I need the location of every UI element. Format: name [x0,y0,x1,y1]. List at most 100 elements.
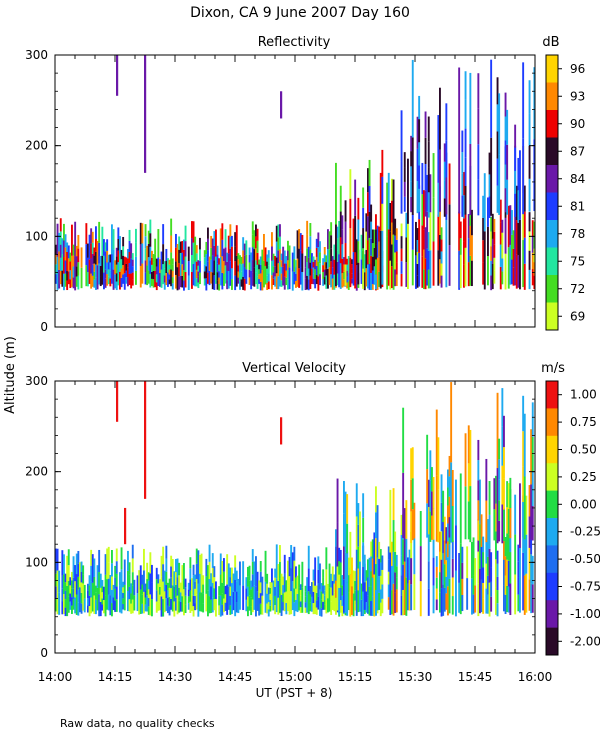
data-cell [440,474,443,503]
data-cell [469,486,472,543]
data-cell [445,543,448,561]
data-cell [504,188,507,213]
data-cell [394,551,397,573]
data-cell [448,455,451,477]
data-cell [495,475,497,504]
data-cell [498,479,501,501]
data-cell [77,262,80,276]
data-cell [530,583,533,614]
data-cell [498,520,501,542]
data-cell [482,240,485,263]
data-cell [183,239,185,250]
data-cell [168,269,171,275]
data-cell [152,262,155,271]
data-cell [304,591,307,597]
data-cell [493,509,496,541]
data-cell [346,270,349,277]
data-cell [251,234,254,248]
data-cell [490,246,493,261]
data-cell [63,240,65,258]
data-cell [373,266,376,285]
data-cell [235,570,238,582]
data-cell [403,196,406,212]
data-cell [136,593,139,612]
data-cell [387,597,390,610]
data-cell [344,200,347,222]
data-cell [439,234,441,260]
data-cell [184,256,187,273]
data-cell [139,222,142,245]
data-cell [387,584,390,598]
data-cell [419,546,422,582]
data-cell [242,237,245,251]
data-cell [104,278,107,288]
data-cell [115,256,118,265]
data-cell [416,240,419,252]
data-cell [107,276,110,285]
data-cell [299,607,302,613]
data-cell [319,563,321,590]
data-cell [467,214,470,239]
data-cell [267,609,270,617]
data-cell [159,579,161,587]
data-cell [245,577,248,589]
data-cell [307,545,310,569]
data-cell [426,211,429,249]
data-cell [464,157,467,186]
data-cell [221,560,224,572]
data-cell [490,59,493,138]
data-cell [437,250,440,286]
data-cell [378,592,381,610]
data-cell [248,269,251,278]
data-cell [128,229,131,241]
data-cell [309,223,312,237]
data-cell [421,225,424,257]
data-cell [266,573,269,584]
data-cell [239,561,241,586]
data-cell [511,259,513,285]
data-cell [208,561,211,579]
data-cell [171,585,174,612]
data-cell [171,258,174,265]
data-cell [459,221,462,239]
data-cell [315,592,318,601]
data-cell [245,254,248,270]
data-cell [64,607,67,617]
data-cell [491,264,494,290]
data-cell [304,607,307,614]
data-cell [117,239,120,251]
data-cell [325,591,328,614]
data-cell [517,561,520,578]
data-cell [504,594,507,614]
data-cell [139,265,142,288]
data-cell [429,511,432,542]
data-cell [333,574,336,584]
data-cell [400,575,403,596]
data-cell [255,272,257,285]
data-cell [88,575,91,586]
data-cell [410,479,413,512]
data-cell [123,584,126,611]
data-cell [123,273,126,290]
data-cell [362,268,365,289]
data-cell [80,582,83,593]
data-cell [501,504,504,544]
data-cell [362,517,365,543]
data-cell [448,163,451,205]
data-cell [362,248,365,269]
data-cell [74,581,77,598]
data-cell [72,244,75,256]
data-cell [93,263,96,272]
data-cell [179,275,182,288]
data-cell [351,268,353,274]
data-cell [187,246,190,262]
data-cell [85,223,88,245]
data-cell [147,589,150,598]
data-cell [493,270,496,284]
data-cell [61,270,64,287]
data-cell [346,582,349,613]
data-cell [256,276,259,289]
data-cell [114,260,117,275]
data-cell [330,222,333,236]
data-cell [131,279,134,286]
